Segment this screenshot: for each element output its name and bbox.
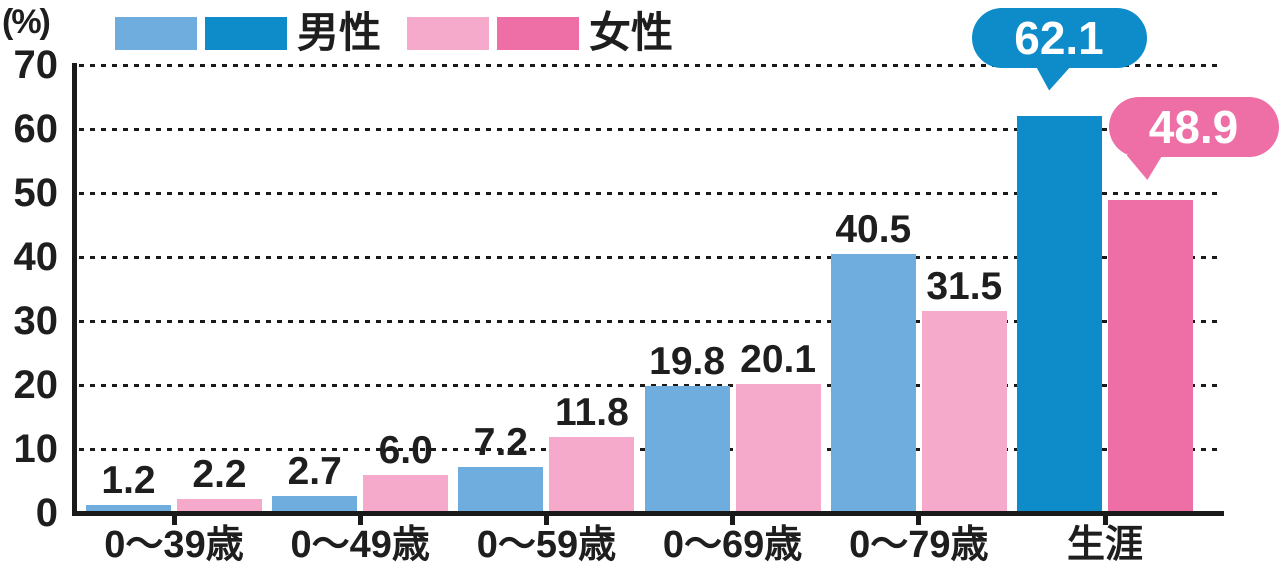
bar-female-2 xyxy=(549,437,635,511)
bar-female-0 xyxy=(177,498,262,511)
value-label-female-2: 11.8 xyxy=(555,391,629,435)
female-dark-swatch xyxy=(497,16,579,50)
bar-male-5 xyxy=(1017,115,1102,511)
legend-item-female: 女性 xyxy=(407,11,673,55)
legend-label-female: 女性 xyxy=(589,9,674,56)
value-label-male-4: 40.5 xyxy=(835,207,912,251)
value-label-female-0: 2.2 xyxy=(192,452,247,496)
y-tick-label-40: 40 xyxy=(13,235,59,279)
bar-female-5 xyxy=(1108,200,1193,511)
y-tick-label-20: 20 xyxy=(13,363,59,407)
x-tick-label-1: 0〜49歳 xyxy=(290,524,430,566)
value-label-female-4: 31.5 xyxy=(926,265,1003,309)
x-tick-3 xyxy=(730,516,736,525)
x-tick-1 xyxy=(357,516,363,525)
bar-male-1 xyxy=(272,495,358,511)
legend-label-male: 男性 xyxy=(297,9,382,56)
y-tick-label-50: 50 xyxy=(13,171,59,215)
callout-bubble-female: 48.9 xyxy=(1108,97,1279,158)
gridline-40 xyxy=(79,255,1222,259)
x-axis-line xyxy=(72,511,1224,516)
gridline-30 xyxy=(79,319,1222,323)
value-label-male-3: 19.8 xyxy=(649,340,726,384)
x-tick-label-5: 生涯 xyxy=(1066,524,1143,566)
bar-female-1 xyxy=(363,474,449,511)
x-tick-label-4: 0〜79歳 xyxy=(849,524,989,566)
value-label-female-3: 20.1 xyxy=(740,338,817,382)
bar-female-3 xyxy=(735,384,821,511)
gridline-70 xyxy=(79,63,1222,67)
x-tick-0 xyxy=(171,516,177,525)
value-label-female-1: 6.0 xyxy=(378,428,433,472)
bar-male-2 xyxy=(458,466,544,511)
bar-male-3 xyxy=(644,386,730,511)
x-tick-4 xyxy=(916,516,922,525)
x-tick-label-2: 0〜59歳 xyxy=(476,524,617,566)
bar-female-4 xyxy=(921,311,1007,511)
callout-tail-female xyxy=(1126,155,1163,181)
value-label-male-1: 2.7 xyxy=(287,449,342,493)
y-axis-line xyxy=(72,63,77,516)
y-tick-label-10: 10 xyxy=(13,427,59,471)
gridline-20 xyxy=(79,383,1222,387)
x-tick-5 xyxy=(1102,516,1108,525)
male-light-swatch xyxy=(115,16,197,50)
value-label-male-0: 1.2 xyxy=(101,459,156,503)
bar-male-0 xyxy=(86,505,171,511)
gridline-50 xyxy=(79,191,1222,195)
y-tick-label-70: 70 xyxy=(13,43,59,87)
x-tick-label-0: 0〜39歳 xyxy=(104,524,244,566)
value-label-male-2: 7.2 xyxy=(473,420,528,464)
y-tick-label-0: 0 xyxy=(35,491,58,535)
y-tick-label-30: 30 xyxy=(13,299,59,343)
male-dark-swatch xyxy=(205,16,287,50)
gridline-60 xyxy=(79,127,1222,131)
bar-male-4 xyxy=(830,253,916,511)
callout-bubble-male: 62.1 xyxy=(971,7,1147,68)
x-tick-label-3: 0〜69歳 xyxy=(662,524,803,566)
y-tick-label-60: 60 xyxy=(13,107,59,151)
y-axis-unit-label: (%) xyxy=(2,3,51,41)
x-tick-2 xyxy=(543,516,549,525)
callout-tail-male xyxy=(1035,65,1072,91)
legend-item-male: 男性 xyxy=(115,11,381,55)
female-light-swatch xyxy=(407,16,489,50)
